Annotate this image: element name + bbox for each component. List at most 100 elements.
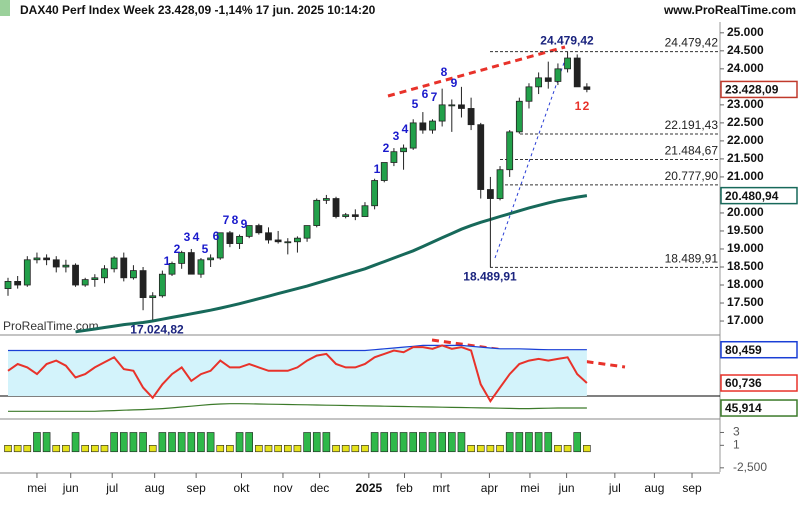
candle-body	[303, 225, 311, 239]
count-label: 9	[451, 76, 458, 90]
extreme-label: 18.489,91	[463, 270, 517, 284]
count-label: 6	[422, 87, 429, 101]
candle-body	[81, 279, 89, 286]
histogram-bar	[245, 432, 253, 453]
count-label: 1	[374, 162, 381, 176]
y-tick-label: 21.500	[727, 151, 764, 165]
trend-line	[494, 59, 566, 259]
candle-body	[322, 198, 330, 201]
x-tick-label: jun	[62, 481, 79, 495]
histogram-bar	[293, 445, 302, 453]
count-label: 4	[402, 122, 409, 136]
chart-title: DAX40 Perf Index Week 23.428,09 -1,14% 1…	[20, 3, 376, 17]
candle-body	[91, 277, 99, 280]
level-label: 18.489,91	[665, 252, 719, 266]
y-tick-label: -2,500	[733, 460, 767, 474]
histogram-bar	[563, 445, 572, 453]
histogram-bar	[544, 432, 553, 453]
candle-body	[226, 232, 234, 244]
histogram-bar	[235, 432, 244, 453]
ma-last-label: 20.480,94	[725, 189, 779, 203]
extreme-label: 24.479,42	[540, 34, 594, 48]
histogram-bar	[361, 445, 369, 453]
candle-body	[515, 100, 523, 133]
y-tick-label: 19.500	[727, 223, 764, 237]
y-tick-label: 19.000	[727, 241, 764, 255]
candle-body	[313, 199, 321, 226]
candle-body	[496, 169, 504, 199]
count-label: 2	[583, 99, 590, 113]
candle-body	[158, 273, 166, 297]
candle-body	[438, 104, 446, 122]
candle-body	[33, 257, 41, 261]
y-tick-label: 18.500	[727, 259, 764, 273]
indicator-last-label-box	[720, 374, 798, 392]
candle-body	[139, 270, 147, 299]
histogram-bar	[390, 432, 398, 453]
histogram-bar	[505, 432, 514, 453]
count-label: 4	[193, 230, 200, 244]
ma-last-label-box	[720, 186, 798, 205]
candle-body	[178, 252, 186, 264]
x-tick-label: dec	[310, 481, 329, 495]
level-label: 20.777,90	[665, 169, 719, 183]
trend-line	[387, 45, 566, 98]
histogram-bar	[457, 432, 466, 453]
histogram-bar	[42, 432, 51, 453]
x-tick-label: aug	[145, 481, 165, 495]
histogram-bar	[419, 432, 427, 453]
candle-body	[197, 259, 205, 275]
x-tick-label: sep	[682, 481, 702, 495]
level-label: 21.484,67	[665, 144, 719, 158]
histogram-bar	[409, 432, 418, 453]
candle-body	[506, 131, 514, 171]
histogram-bar	[534, 432, 543, 453]
histogram-bar	[110, 432, 118, 453]
histogram-bar	[573, 432, 582, 453]
count-label: 9	[241, 217, 248, 231]
source: www.ProRealTime.com	[663, 3, 796, 17]
indicator-line	[8, 344, 587, 352]
band-fill	[8, 345, 587, 396]
watermark: ProRealTime.com	[3, 319, 99, 333]
histogram-bar	[447, 432, 456, 453]
candle-body	[544, 77, 552, 82]
histogram-bar	[399, 432, 408, 453]
candle-body	[120, 257, 128, 279]
count-label: 5	[202, 242, 209, 256]
histogram-bar	[71, 432, 80, 453]
histogram-bar	[370, 432, 379, 453]
histogram-bar	[303, 432, 311, 453]
candle-body	[371, 180, 379, 207]
candle-body	[554, 68, 562, 82]
histogram-bar	[13, 445, 22, 453]
y-tick-label: 18.000	[727, 277, 764, 291]
candle-body	[294, 237, 301, 243]
histogram-bar	[476, 445, 485, 453]
level-label: 24.479,42	[665, 36, 719, 50]
histogram-bar	[148, 445, 157, 453]
moving-average	[75, 194, 588, 334]
extreme-label: 17.024,82	[130, 322, 184, 336]
histogram-bar	[312, 432, 321, 453]
last-price-label: 23.428,09	[725, 83, 779, 97]
histogram-bar	[168, 432, 176, 453]
histogram-bar	[255, 445, 263, 453]
candle-body	[477, 124, 485, 190]
candle-body	[236, 235, 243, 244]
candle-body	[448, 104, 456, 107]
count-label: 5	[412, 97, 419, 111]
histogram-bar	[23, 445, 32, 453]
count-label: 3	[393, 129, 400, 143]
count-label: 7	[223, 213, 230, 227]
y-tick-label: 25.000	[727, 25, 764, 39]
x-tick-label: mrt	[433, 481, 451, 495]
histogram-bar	[52, 445, 61, 453]
histogram-bar	[4, 445, 12, 453]
y-tick-label: 21.000	[727, 169, 764, 183]
histogram-bar	[264, 445, 273, 453]
candle-body	[409, 122, 417, 149]
histogram-bar	[486, 445, 495, 453]
candle-body	[361, 205, 369, 217]
